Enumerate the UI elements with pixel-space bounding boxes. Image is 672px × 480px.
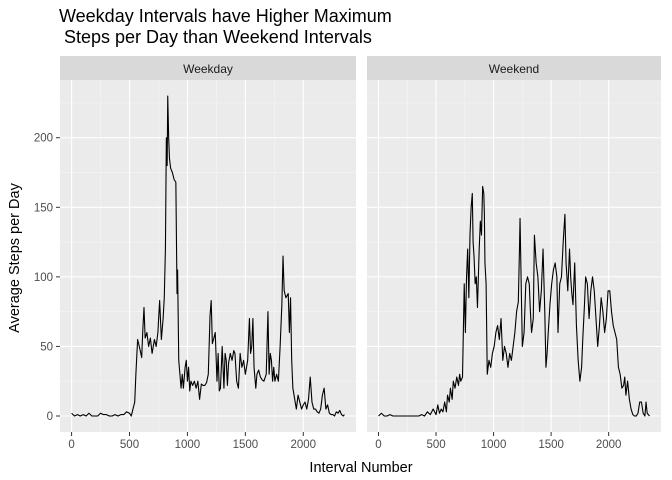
x-tick-label: 1000 [175,439,201,451]
y-tick-label: 0 [47,411,53,423]
x-tick-label: 1500 [233,439,259,451]
y-tick-label: 150 [34,202,53,214]
facet-weekday: Weekday 0 500 1000 1500 2000 0 50 100 150 200 [34,56,356,451]
y-tick-label: 100 [34,272,53,284]
series-line-weekend [378,185,650,417]
x-tick-label: 2000 [290,439,316,451]
x-axis-title: Interval Number [309,460,412,476]
facet-strip-label: Weekday [183,62,233,76]
x-tick-label: 2000 [596,439,622,451]
x-tick-label: 1500 [538,439,564,451]
facet-weekend: Weekend 0 500 1000 1500 2000 [367,56,661,451]
y-tick-label: 200 [34,133,53,145]
x-tick-label: 500 [426,439,445,451]
chart-title-line-1: Weekday Intervals have Higher Maximum [59,6,392,26]
y-axis-title: Average Steps per Day [7,182,23,332]
facet-panels: Weekday 0 500 1000 1500 2000 0 50 100 150 200 Weeke… [34,56,661,451]
x-tick-label: 0 [375,439,381,451]
panel-background [367,80,661,432]
facet-strip [60,56,356,80]
panel-background [60,80,356,432]
facet-strip-label: Weekend [489,62,539,76]
series-line-weekday [71,95,345,417]
y-tick-label: 50 [40,341,53,353]
x-tick-label: 500 [120,439,139,451]
x-tick-label: 1000 [481,439,507,451]
chart-title-line-2: Steps per Day than Weekend Intervals [59,27,372,47]
facet-strip [367,56,661,80]
x-tick-label: 0 [68,439,74,451]
